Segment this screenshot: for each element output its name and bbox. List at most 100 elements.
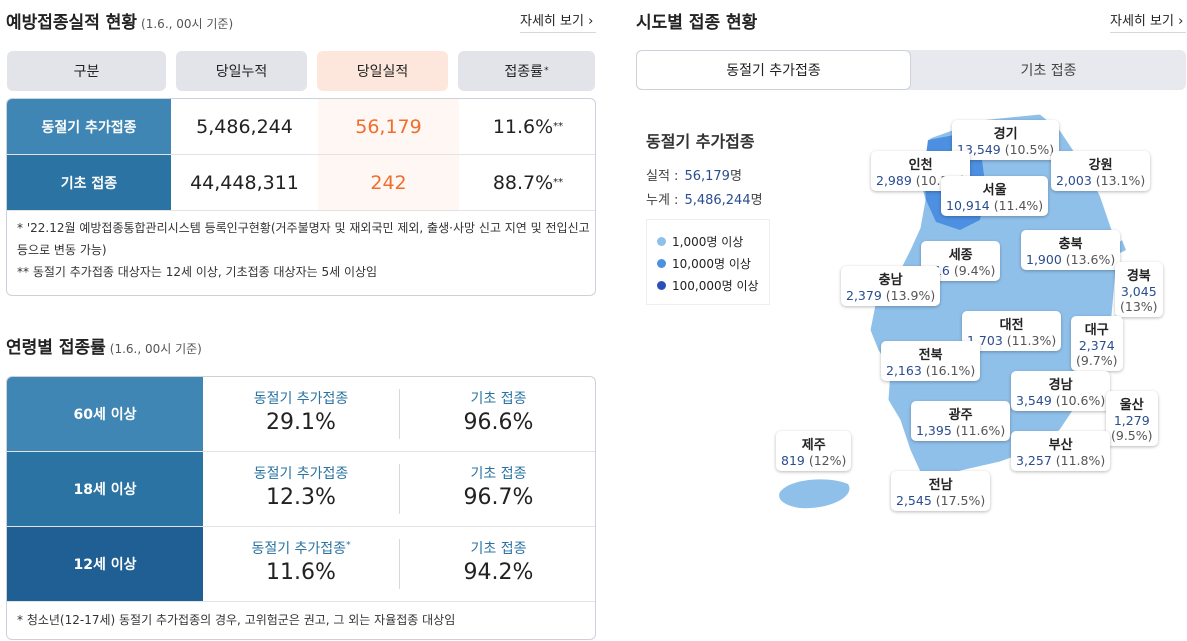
region-count: 2,545 <box>896 493 936 508</box>
region-name: 충남 <box>878 273 903 288</box>
region-value: 819 (12%) <box>781 453 846 468</box>
more-link-label: 자세히 보기 <box>1110 14 1174 29</box>
row-divider <box>7 601 595 602</box>
section-title-note: (1.6., 00시 기준) <box>109 342 202 356</box>
daily-value: 242 <box>318 155 459 210</box>
region-name: 세종 <box>948 248 973 263</box>
vaccination-status-more-link[interactable]: 자세히 보기 › <box>520 10 593 29</box>
region-value: 2,545 (17.5%) <box>896 493 985 508</box>
region-label[interactable]: 광주 1,395 (11.6%) <box>911 401 1011 441</box>
region-status-more-link[interactable]: 자세히 보기 › <box>1110 10 1183 29</box>
region-label[interactable]: 강원 2,003 (13.1%) <box>1051 151 1151 191</box>
header-rate: 접종률 * <box>458 51 595 91</box>
region-count: 2,989 <box>876 173 916 188</box>
legend-item: 100,000명 이상 <box>657 277 759 294</box>
booster-value: 12.3% <box>266 485 336 510</box>
region-count: 10,914 <box>946 198 994 213</box>
cell-divider <box>399 539 400 589</box>
region-label[interactable]: 경기 13,549 (10.5%) <box>952 120 1060 160</box>
region-percent: (11.3%) <box>1006 333 1057 348</box>
region-label[interactable]: 경북 3,045 (13%) <box>1115 262 1163 317</box>
region-name: 경기 <box>993 127 1018 142</box>
table-row: 동절기 추가접종 5,486,244 56,179 11.6% ** <box>7 99 595 154</box>
region-label[interactable]: 서울 10,914 (11.4%) <box>941 176 1049 216</box>
header-rate-mark: * <box>544 66 549 76</box>
summary-actual: 실적 : 56,179명 <box>646 165 742 184</box>
region-count: 2,379 <box>846 288 886 303</box>
booster-label: 동절기 추가접종 <box>203 463 399 483</box>
region-percent: (10.6%) <box>1055 393 1106 408</box>
primary-label: 기초 접종 <box>470 391 527 407</box>
primary-value: 94.2% <box>463 560 534 585</box>
age-rate-table: 60세 이상 동절기 추가접종 29.1% 기초 접종 96.6% 18세 이상… <box>6 376 596 640</box>
row-divider <box>7 154 595 155</box>
rate-value: 11.6% ** <box>459 99 595 154</box>
region-value: 3,549 (10.6%) <box>1016 393 1105 408</box>
region-value: 3,257 (11.8%) <box>1016 453 1105 468</box>
region-count: 2,163 <box>886 363 926 378</box>
region-tabs: 동절기 추가접종 기초 접종 <box>636 50 1186 90</box>
legend-label: 1,000명 이상 <box>672 235 744 249</box>
region-name: 대구 <box>1084 323 1109 338</box>
header-category-label: 구분 <box>73 64 100 80</box>
region-label[interactable]: 울산 1,279 (9.5%) <box>1106 391 1158 446</box>
region-label[interactable]: 전북 2,163 (16.1%) <box>881 341 981 381</box>
region-value: 3,045 <box>1120 284 1157 299</box>
region-value: 1,279 <box>1113 413 1150 428</box>
unit-label: 명 <box>750 193 763 208</box>
region-label[interactable]: 충남 2,379 (13.9%) <box>841 266 941 306</box>
region-name: 울산 <box>1119 398 1144 413</box>
booster-label: 동절기 추가접종* <box>203 538 399 558</box>
booster-label-text: 동절기 추가접종 <box>253 466 349 482</box>
primary-rate: 기초 접종 96.7% <box>400 452 595 526</box>
tab-primary[interactable]: 기초 접종 <box>1020 63 1077 79</box>
age-label: 18세 이상 <box>7 452 203 526</box>
table-row: 12세 이상 동절기 추가접종* 11.6% 기초 접종 94.2% <box>7 527 595 601</box>
booster-mark: * <box>346 540 351 551</box>
region-percent: (11.8%) <box>1055 453 1106 468</box>
region-label[interactable]: 전남 2,545 (17.5%) <box>891 471 991 511</box>
region-count: 819 <box>781 453 809 468</box>
region-label[interactable]: 대구 2,374 (9.7%) <box>1071 316 1123 371</box>
primary-label: 기초 접종 <box>470 541 527 557</box>
more-link-underline <box>520 32 596 33</box>
region-percent: (10.5%) <box>1004 142 1055 157</box>
rate-text: 11.6% <box>492 115 554 138</box>
region-count: 3,257 <box>1016 453 1056 468</box>
region-value: 1,703 (11.3%) <box>967 333 1056 348</box>
primary-rate: 기초 접종 94.2% <box>400 527 595 601</box>
region-name: 경남 <box>1048 378 1073 393</box>
legend-item: 10,000명 이상 <box>657 255 751 272</box>
region-value: 13,549 (10.5%) <box>957 142 1054 157</box>
more-link-label: 자세히 보기 <box>520 14 584 29</box>
region-name: 전남 <box>928 478 953 493</box>
legend-item: 1,000명 이상 <box>657 233 743 250</box>
region-name: 제주 <box>801 438 826 453</box>
header-category: 구분 <box>7 51 166 91</box>
region-percent: (16.1%) <box>925 363 976 378</box>
primary-value: 96.7% <box>463 485 534 510</box>
booster-rate: 동절기 추가접종 12.3% <box>203 452 399 526</box>
region-label[interactable]: 부산 3,257 (11.8%) <box>1011 431 1111 471</box>
legend-label: 10,000명 이상 <box>672 257 751 271</box>
tab-booster[interactable]: 동절기 추가접종 <box>636 50 911 90</box>
table-row: 기초 접종 44,448,311 242 88.7% ** <box>7 155 595 210</box>
booster-value: 11.6% <box>266 560 336 585</box>
region-percent: (9.4%) <box>953 263 996 278</box>
summary-title: 동절기 추가접종 <box>646 132 755 151</box>
region-value: 2,379 (13.9%) <box>846 288 935 303</box>
region-label[interactable]: 경남 3,549 (10.6%) <box>1011 371 1111 411</box>
table-row: 18세 이상 동절기 추가접종 12.3% 기초 접종 96.7% <box>7 452 595 526</box>
region-name: 광주 <box>948 408 973 423</box>
region-percent: (9.5%) <box>1111 428 1153 443</box>
region-count: 1,395 <box>916 423 956 438</box>
region-count: 2,003 <box>1056 173 1096 188</box>
region-status-title: 시도별 접종 현황 <box>636 8 757 33</box>
region-label[interactable]: 제주 819 (12%) <box>776 431 852 471</box>
region-value: 1,395 (11.6%) <box>916 423 1005 438</box>
region-label[interactable]: 충북 1,900 (13.6%) <box>1021 230 1121 270</box>
booster-value: 29.1% <box>266 410 336 435</box>
primary-label: 기초 접종 <box>470 466 527 482</box>
total-value: 5,486,244 <box>684 193 751 208</box>
chevron-right-icon: › <box>588 14 594 29</box>
